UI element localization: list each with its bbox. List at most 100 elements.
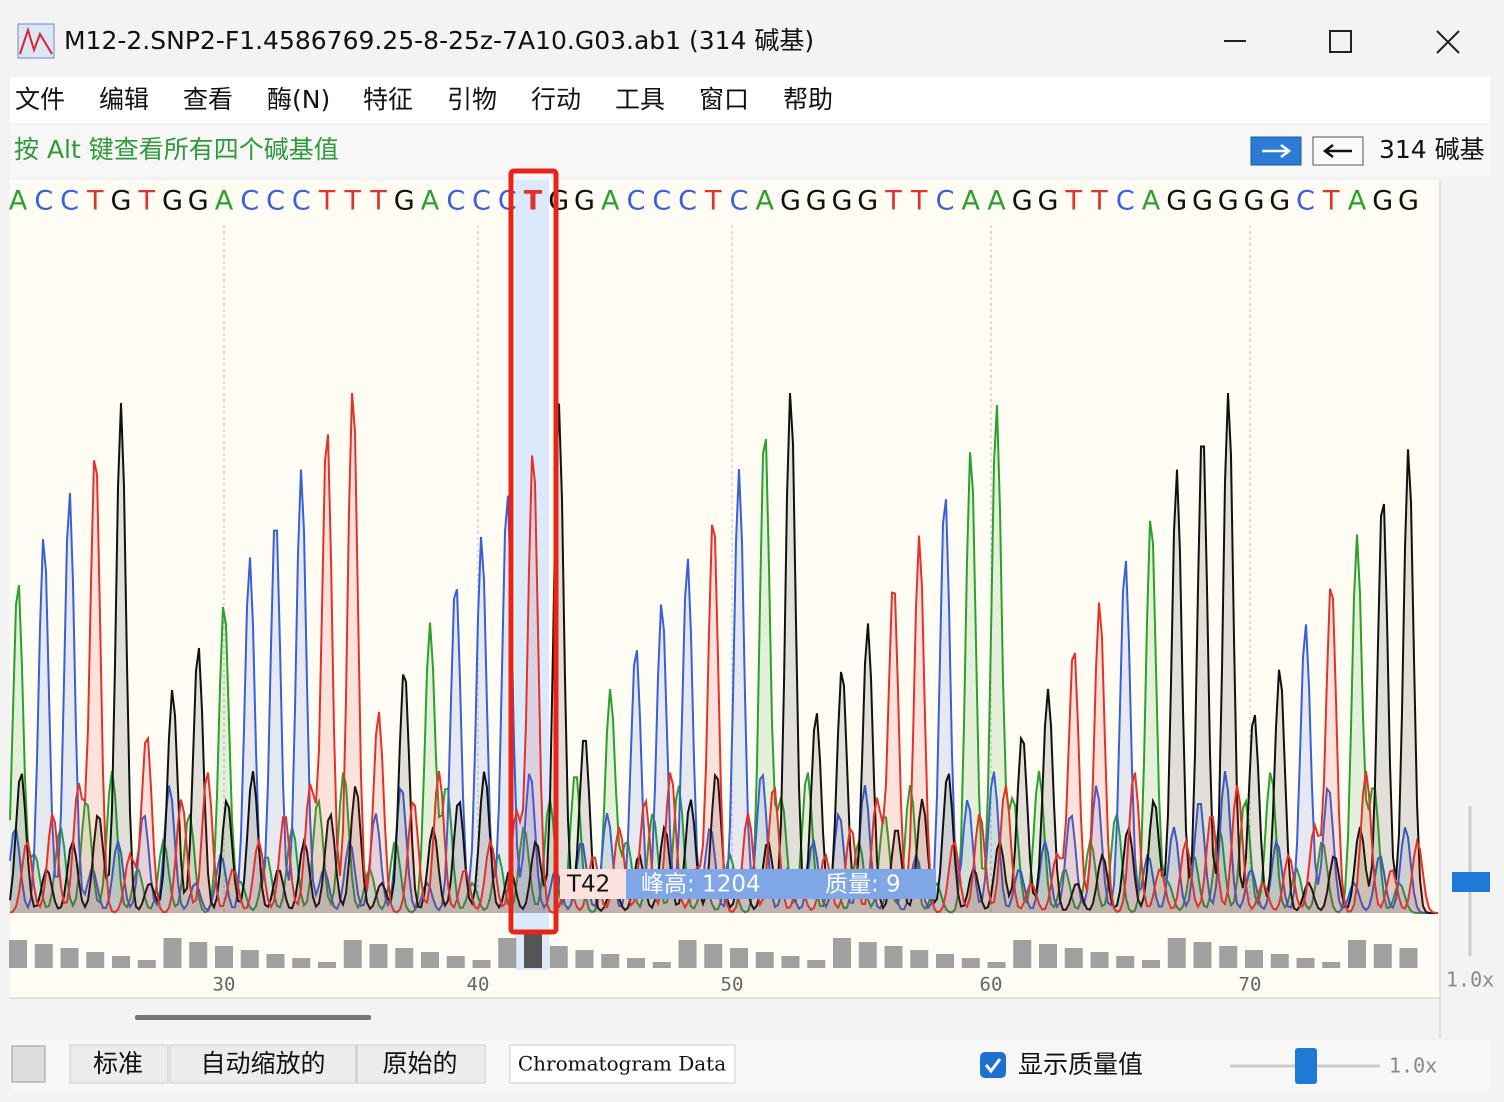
prev-arrow — [1322, 144, 1352, 158]
base-letter: C — [240, 186, 259, 217]
base-letter: G — [1244, 186, 1265, 217]
base-letter: G — [188, 186, 209, 217]
quality-bar — [910, 950, 929, 968]
quality-bar — [1090, 952, 1109, 968]
quality-bar — [524, 932, 542, 968]
base-letter: G — [1166, 186, 1187, 217]
base-letter: G — [1372, 186, 1393, 217]
quality-bar — [652, 962, 671, 968]
quality-bar — [755, 952, 774, 968]
base-letter: G — [1192, 186, 1213, 217]
maximize-button[interactable] — [1329, 30, 1352, 53]
checkmark — [984, 1058, 1002, 1074]
base-count: 314 碱基 — [1379, 135, 1485, 164]
quality-bar — [395, 948, 414, 968]
base-letter: T — [884, 186, 902, 217]
base-letter: A — [215, 186, 234, 217]
trace-line — [9, 468, 1438, 914]
menu-item[interactable]: 行动 — [531, 85, 581, 114]
quality-bar — [421, 952, 439, 968]
quality-bar — [1322, 962, 1341, 968]
quality-bar — [446, 956, 465, 968]
scrollbar-thumb[interactable] — [135, 1015, 371, 1020]
tab[interactable] — [356, 1044, 486, 1084]
ruler-label: 70 — [1239, 974, 1262, 996]
zoom-slider-thumb[interactable] — [1295, 1048, 1317, 1084]
tooltip-quality: 质量: 9 — [825, 872, 901, 898]
base-letter: A — [421, 186, 440, 217]
menu-item[interactable]: 引物 — [447, 85, 497, 114]
quality-bar — [781, 956, 800, 968]
base-letter: A — [962, 186, 981, 217]
quality-bar — [833, 938, 851, 968]
quality-bar — [1219, 946, 1238, 968]
close-button[interactable] — [1436, 30, 1460, 54]
quality-bar — [1039, 944, 1057, 968]
quality-bar — [1296, 958, 1315, 968]
quality-bar — [266, 954, 285, 968]
vertical-slider-thumb[interactable] — [1452, 872, 1490, 892]
menu-item[interactable]: 窗口 — [699, 85, 749, 114]
base-letter: G — [162, 186, 183, 217]
quality-bar — [9, 940, 27, 968]
link-button[interactable] — [11, 1045, 46, 1083]
quality-bar — [189, 942, 208, 968]
menu-item[interactable]: 工具 — [615, 85, 665, 114]
base-letter: T — [1322, 186, 1340, 217]
show-quality-label: 显示质量值 — [1018, 1050, 1143, 1079]
quality-bar — [369, 944, 388, 968]
quality-bar — [807, 960, 826, 968]
quality-bar — [1013, 940, 1032, 968]
ruler-label: 40 — [467, 974, 490, 996]
base-letter: C — [936, 186, 955, 217]
tooltip-peak: 峰高: 1204 — [641, 872, 761, 898]
zoom-label: 1.0x — [1389, 1054, 1437, 1078]
quality-bar — [1142, 960, 1160, 968]
menu-item[interactable]: 酶(N) — [267, 85, 330, 114]
quality-bar — [961, 958, 980, 968]
base-letter: C — [1296, 186, 1315, 217]
menu-item[interactable]: 查看 — [183, 85, 233, 114]
base-letter: A — [601, 186, 620, 217]
quality-bar — [987, 962, 1006, 968]
base-letter: T — [318, 186, 336, 217]
app-icon-trace — [19, 26, 53, 55]
quality-checkbox[interactable] — [980, 1052, 1006, 1078]
trace-fill — [10, 405, 1440, 913]
quality-bar — [1270, 954, 1289, 968]
base-letter: G — [1398, 186, 1419, 217]
menu-item[interactable]: 文件 — [15, 85, 65, 114]
trace-fill — [10, 393, 1440, 913]
quality-bar — [498, 938, 517, 968]
tab[interactable] — [509, 1044, 736, 1084]
vertical-zoom: 1.0x — [1446, 968, 1494, 992]
tab[interactable] — [169, 1044, 357, 1084]
base-letter: G — [832, 186, 853, 217]
tab[interactable] — [69, 1044, 169, 1084]
menu-item[interactable]: 帮助 — [783, 85, 833, 114]
menu-bar — [10, 77, 1490, 123]
base-letter: T — [344, 186, 362, 217]
ruler-label: 60 — [980, 974, 1003, 996]
quality-bar — [86, 952, 105, 968]
quality-bar — [704, 944, 723, 968]
quality-bar — [936, 954, 954, 968]
base-letter: T — [524, 186, 543, 217]
base-letter: A — [1142, 186, 1161, 217]
base-letter: A — [1348, 186, 1367, 217]
quality-bar — [549, 946, 568, 968]
menu-item[interactable]: 特征 — [363, 85, 413, 114]
base-letter: T — [704, 186, 722, 217]
base-letter: G — [1218, 186, 1239, 217]
quality-bar — [112, 956, 130, 968]
base-letter: C — [34, 186, 53, 217]
base-letter: A — [987, 186, 1006, 217]
quality-bar — [1167, 938, 1186, 968]
quality-bar — [1348, 940, 1366, 968]
tab-label: 原始的 — [382, 1049, 457, 1078]
base-letter: G — [857, 186, 878, 217]
selection-box — [508, 168, 559, 935]
quality-bar — [884, 946, 903, 968]
menu-item[interactable]: 编辑 — [99, 85, 149, 114]
